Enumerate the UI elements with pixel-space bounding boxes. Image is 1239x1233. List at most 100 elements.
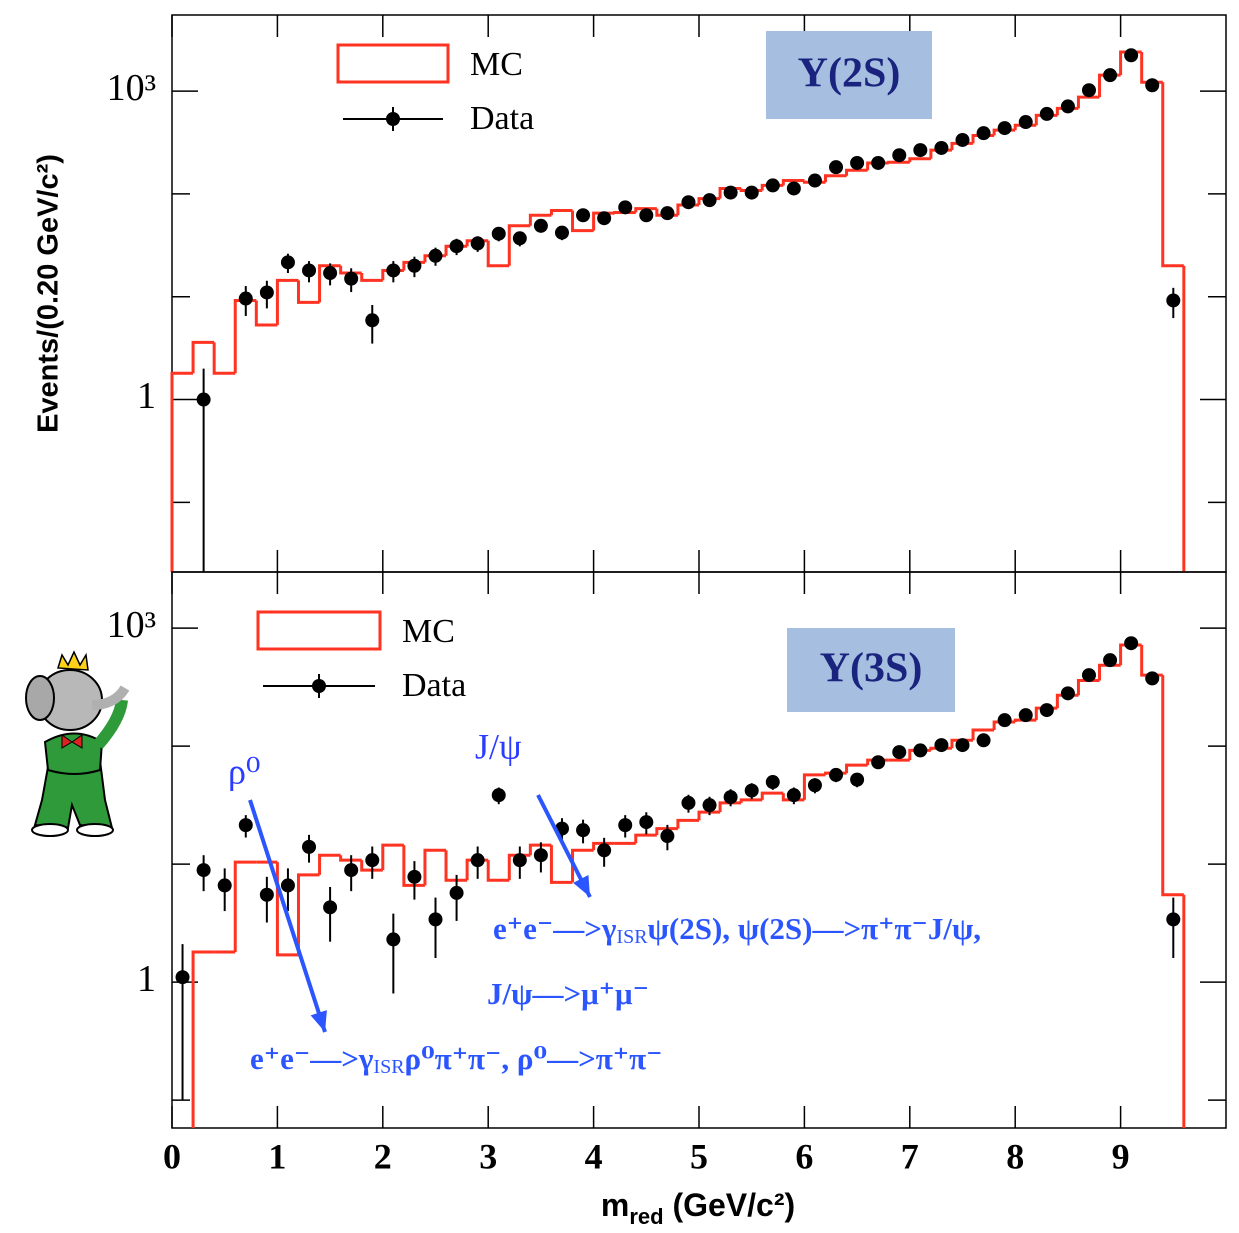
mc-bin	[318, 264, 341, 303]
data-point	[702, 193, 717, 208]
data-point	[407, 258, 422, 273]
reaction-part: ISR	[616, 926, 648, 948]
data-point	[1166, 293, 1181, 308]
mc-bin	[296, 280, 320, 304]
data-point	[1103, 653, 1118, 668]
mc-bin	[191, 950, 215, 1128]
y-axis-label: Events/(0.20 GeV/c²)	[33, 154, 65, 433]
legend-label: Data	[402, 667, 466, 704]
data-point	[1103, 68, 1118, 83]
data-point	[365, 853, 380, 868]
data-point	[934, 738, 949, 753]
mc-bin	[549, 845, 573, 884]
mc-bin	[1161, 82, 1184, 268]
data-point	[997, 713, 1012, 728]
mc-bin	[507, 224, 531, 266]
data-point	[217, 878, 232, 893]
data-point	[491, 788, 506, 803]
data-point	[786, 788, 801, 803]
data-point	[892, 745, 907, 760]
x-tick-label: 5	[690, 1136, 708, 1176]
data-point	[533, 218, 548, 233]
data-point	[196, 392, 211, 407]
mc-bin	[275, 862, 299, 957]
data-point	[1081, 83, 1096, 98]
reaction-part: ISR	[373, 1056, 405, 1078]
mc-bin	[1140, 644, 1163, 677]
data-point	[576, 823, 591, 838]
data-point	[576, 208, 591, 223]
x-axis-label-part: red	[629, 1204, 663, 1229]
legend-label: MC	[402, 613, 455, 650]
legend-marker	[312, 679, 326, 693]
data-point	[639, 815, 654, 830]
panel-label: Υ(3S)	[820, 646, 923, 692]
x-tick-label: 4	[585, 1136, 603, 1176]
mc-bin	[381, 843, 404, 871]
mc-bin	[170, 371, 194, 572]
data-point	[238, 291, 253, 306]
mc-bin	[423, 848, 447, 886]
mc-bin	[592, 841, 615, 851]
mc-bin	[191, 340, 215, 374]
data-point	[681, 795, 696, 810]
data-point	[491, 226, 506, 241]
data-point	[344, 863, 359, 878]
mc-bin	[781, 179, 805, 186]
data-point	[934, 140, 949, 155]
data-point	[1018, 115, 1033, 130]
mc-bin	[802, 773, 826, 800]
mc-bin	[971, 728, 995, 741]
data-point	[344, 271, 359, 286]
x-tick-label: 3	[479, 1136, 497, 1176]
data-point	[765, 178, 780, 193]
data-point	[997, 121, 1012, 136]
data-point	[1145, 78, 1160, 93]
mc-bin	[845, 763, 868, 774]
plot-frame	[171, 14, 1227, 573]
data-point	[512, 853, 527, 868]
data-point	[871, 155, 886, 170]
data-point	[829, 767, 844, 782]
legend-swatch	[256, 610, 382, 651]
mc-bin	[634, 207, 657, 213]
data-point	[470, 853, 485, 868]
data-point	[660, 829, 675, 844]
x-axis-label-part: m	[601, 1187, 629, 1223]
mc-bin	[549, 208, 573, 216]
mc-bin	[1140, 52, 1163, 84]
data-point	[175, 970, 190, 985]
mc-bin	[402, 845, 425, 887]
data-point	[618, 818, 633, 833]
mc-bin	[254, 300, 278, 327]
reaction-part: ψ(2S), ψ(2S)—>π⁺π⁻J/ψ,	[648, 911, 981, 946]
data-point	[765, 775, 780, 790]
mc-bin	[1076, 678, 1100, 696]
data-point	[302, 263, 317, 278]
data-point	[618, 200, 633, 215]
data-point	[259, 887, 274, 902]
reaction: e⁺e⁻—>γISRρ⁰π⁺π⁻, ρ⁰—>π⁺π⁻	[250, 1041, 662, 1077]
data-point	[280, 255, 295, 270]
data-point	[280, 878, 295, 893]
data-point	[449, 239, 464, 254]
annotation: J/ψ	[475, 726, 522, 766]
data-point	[259, 285, 274, 300]
data-point	[1124, 48, 1139, 63]
data-point	[681, 195, 696, 210]
mc-bin	[571, 848, 594, 883]
data-point	[323, 266, 338, 281]
mc-bin	[360, 273, 383, 282]
y-tick-label: 1	[137, 375, 156, 417]
data-point	[871, 755, 886, 770]
x-tick-label: 6	[795, 1136, 813, 1176]
data-point	[1039, 106, 1054, 121]
data-point	[428, 912, 443, 927]
mc-bin	[760, 791, 784, 800]
mc-bin	[233, 860, 257, 952]
reaction-part: J/ψ—>μ⁺μ⁻	[487, 976, 649, 1011]
mc-bin	[739, 798, 763, 803]
data-point	[323, 900, 338, 915]
